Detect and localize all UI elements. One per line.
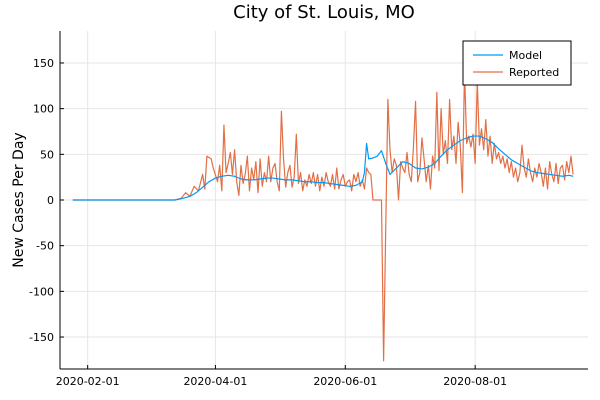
x-tick-label: 2020-04-01 (183, 375, 247, 388)
series (72, 69, 574, 362)
x-tick-label: 2020-08-01 (443, 375, 507, 388)
x-tick-label: 2020-02-01 (56, 375, 120, 388)
y-tick-label: 50 (40, 148, 54, 161)
axes (59, 31, 588, 370)
series-line-reported (72, 69, 574, 362)
legend-box (462, 40, 572, 86)
y-tick-label: 150 (33, 57, 54, 70)
y-axis-label: New Cases Per Day (11, 132, 27, 267)
tick-labels: 150 100 50 0 -50 -100 -150 2020-02-01 2020-04-01… (29, 57, 507, 388)
legend-label: Reported (509, 66, 559, 79)
legend-label: Model (509, 49, 542, 62)
legend: Model Reported (462, 40, 572, 86)
chart-title: City of St. Louis, MO (233, 2, 415, 23)
x-tick-label: 2020-06-01 (313, 375, 377, 388)
y-tick-label: -50 (36, 240, 54, 253)
y-tick-label: 0 (47, 194, 54, 207)
y-tick-label: -150 (29, 331, 54, 344)
series-line-model (72, 135, 574, 201)
y-tick-label: 100 (33, 103, 54, 116)
y-tick-label: -100 (29, 285, 54, 298)
